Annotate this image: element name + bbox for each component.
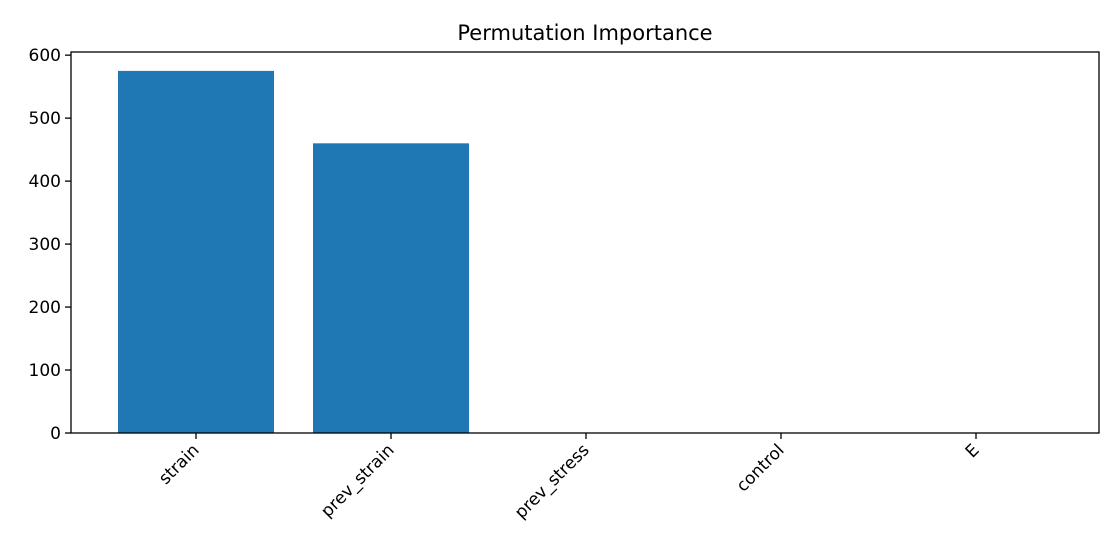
y-tick-label: 0 <box>50 424 61 444</box>
y-tick-label: 200 <box>29 298 61 318</box>
y-tick-label: 300 <box>29 235 61 255</box>
x-tick-label-control: control <box>733 440 789 496</box>
x-tick-label-strain: strain <box>155 440 203 488</box>
bar-strain <box>118 70 274 433</box>
y-axis: 0 100 200 300 400 500 600 <box>29 46 71 444</box>
x-tick-label-prev_stress: prev_stress <box>511 440 594 523</box>
x-axis: strain prev_strain prev_stress control E <box>155 433 984 523</box>
bar-prev_strain <box>313 143 469 433</box>
y-tick-label: 100 <box>29 361 61 381</box>
y-tick-label: 600 <box>29 46 61 66</box>
bars-group <box>118 70 469 433</box>
chart-title: Permutation Importance <box>457 21 712 45</box>
y-tick-label: 500 <box>29 109 61 129</box>
x-tick-label-E: E <box>962 440 984 462</box>
plot-frame <box>70 51 1100 434</box>
x-tick-label-prev_strain: prev_strain <box>317 440 398 521</box>
y-tick-label: 400 <box>29 172 61 192</box>
